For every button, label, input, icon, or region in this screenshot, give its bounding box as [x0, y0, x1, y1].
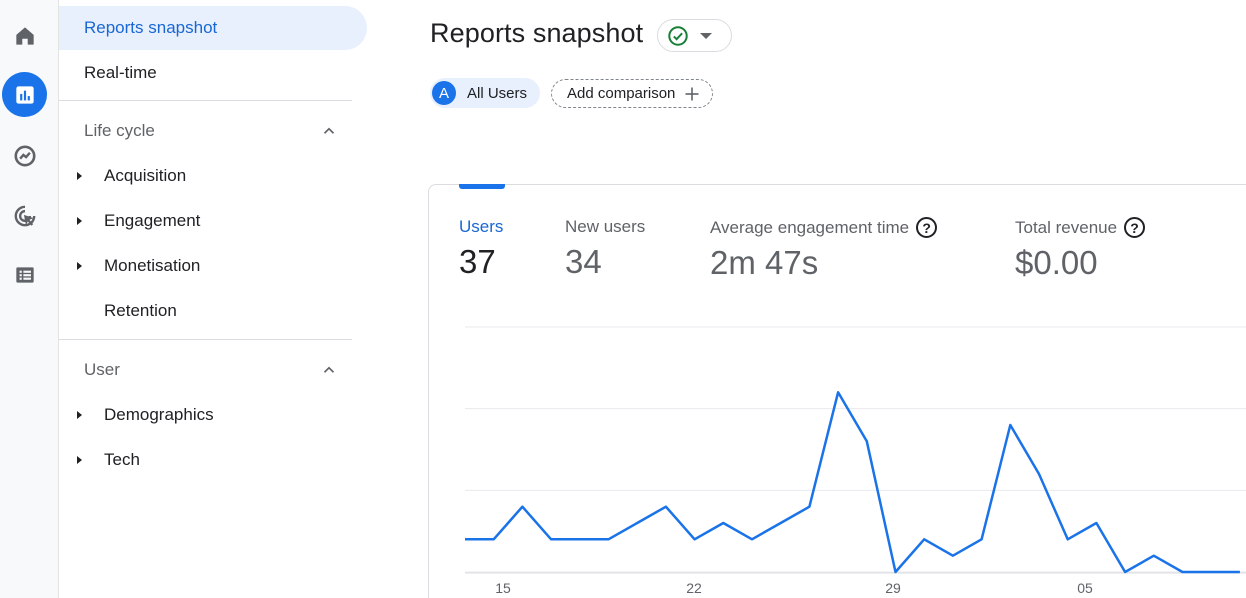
metric-label: Users	[459, 217, 504, 236]
home-icon	[15, 26, 34, 45]
segment-label: All Users	[467, 84, 528, 102]
nav-tech-label: Tech	[104, 450, 140, 469]
help-icon[interactable]: ?	[916, 217, 938, 238]
check-circle-icon	[668, 25, 688, 46]
nav-retention[interactable]: Retention	[59, 289, 352, 333]
plus-icon	[685, 87, 699, 100]
nav-engagement[interactable]: Engagement	[59, 199, 352, 243]
expand-arrow-icon	[74, 455, 84, 465]
expand-arrow-icon	[74, 171, 84, 181]
x-tick-label: 15	[495, 580, 511, 596]
reports-sidebar: Reports snapshot Real-time Life cycle Ac…	[59, 0, 367, 598]
explore-button[interactable]	[2, 133, 47, 178]
nav-realtime[interactable]: Real-time	[59, 51, 352, 95]
x-tick-label: 22	[686, 580, 702, 596]
configure-icon	[15, 266, 34, 283]
metric-label: Total revenue?	[1015, 217, 1146, 238]
nav-monetisation[interactable]: Monetisation	[59, 244, 352, 288]
reports-icon	[15, 85, 34, 104]
add-comparison-button[interactable]: Add comparison	[551, 79, 713, 108]
sidebar-divider	[59, 100, 352, 101]
series-line	[465, 391, 1240, 574]
chevron-up-icon	[323, 366, 335, 373]
metric-value: 34	[565, 243, 602, 280]
x-tick-label: 05	[1077, 580, 1093, 596]
lifecycle-section-title: Life cycle	[84, 121, 155, 140]
x-tick-label: 29	[885, 580, 901, 596]
nav-acquisition[interactable]: Acquisition	[59, 154, 352, 198]
advertising-icon	[14, 205, 35, 226]
help-icon[interactable]: ?	[1124, 217, 1146, 238]
expand-arrow-icon	[74, 410, 84, 420]
expand-arrow-icon	[74, 216, 84, 226]
nav-demographics[interactable]: Demographics	[59, 393, 352, 437]
lifecycle-section-toggle[interactable]: Life cycle	[59, 111, 352, 151]
user-section-toggle[interactable]: User	[59, 350, 352, 390]
nav-monetisation-label: Monetisation	[104, 256, 201, 275]
segment-avatar: A	[432, 81, 456, 105]
nav-reports-snapshot-label: Reports snapshot	[84, 18, 218, 37]
comparison-all-users-chip[interactable]: A All Users	[430, 78, 540, 108]
users-line-chart: 15 22 29 05	[465, 326, 1246, 596]
nav-reports-snapshot[interactable]: Reports snapshot	[59, 6, 367, 50]
sidebar-divider	[59, 339, 352, 340]
nav-tech[interactable]: Tech	[59, 438, 352, 482]
nav-rail	[0, 0, 59, 598]
explore-icon	[13, 144, 36, 167]
metric-value: 2m 47s	[710, 244, 819, 281]
metric-tab-avg-engagement[interactable]: Average engagement time? 2m 47s	[710, 217, 938, 282]
nav-realtime-label: Real-time	[84, 63, 157, 82]
advertising-button[interactable]	[2, 193, 47, 238]
report-status-dropdown[interactable]	[657, 19, 732, 52]
metric-label: Average engagement time?	[710, 217, 938, 238]
nav-acquisition-label: Acquisition	[104, 166, 187, 185]
add-comparison-label: Add comparison	[567, 85, 676, 102]
nav-demographics-label: Demographics	[104, 405, 214, 424]
dropdown-arrow-icon	[700, 32, 712, 39]
configure-button[interactable]	[2, 252, 47, 297]
chevron-up-icon	[323, 127, 335, 134]
nav-retention-label: Retention	[104, 301, 177, 320]
metric-tab-new-users[interactable]: New users 34	[565, 217, 645, 281]
page-title: Reports snapshot	[430, 18, 644, 48]
metric-value: $0.00	[1015, 244, 1098, 281]
user-section-title: User	[84, 360, 120, 379]
metric-tab-total-revenue[interactable]: Total revenue? $0.00	[1015, 217, 1146, 282]
metric-tab-indicator	[459, 184, 505, 189]
metric-value: 37	[459, 243, 496, 280]
reports-button[interactable]	[2, 72, 47, 117]
metric-tab-users[interactable]: Users 37	[459, 217, 503, 281]
home-button[interactable]	[2, 13, 47, 58]
overview-card	[428, 184, 1246, 598]
metric-label: New users	[565, 217, 646, 236]
nav-engagement-label: Engagement	[104, 211, 201, 230]
expand-arrow-icon	[74, 261, 84, 271]
